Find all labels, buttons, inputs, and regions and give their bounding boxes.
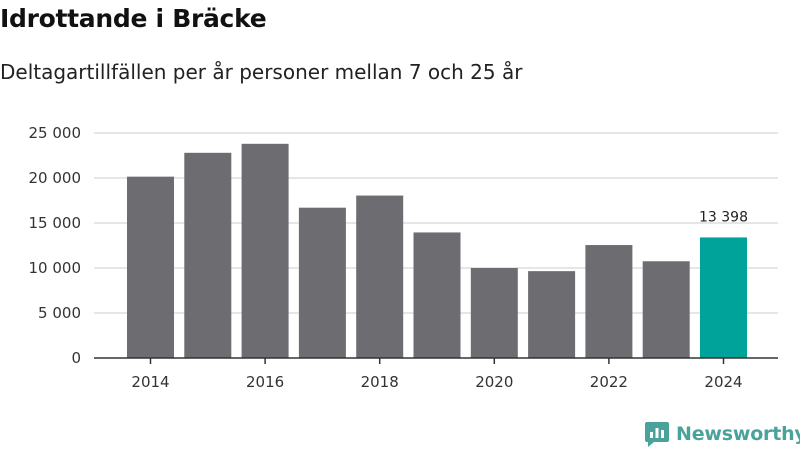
bar-2016 <box>241 143 289 358</box>
y-tick-label: 20 000 <box>29 169 82 187</box>
bar-2015 <box>184 152 232 358</box>
y-tick-label: 15 000 <box>29 214 82 232</box>
x-tick-label: 2016 <box>246 373 284 391</box>
bar-2023 <box>642 261 690 358</box>
data-label: 13 398 <box>699 209 748 225</box>
bar-2020 <box>470 268 518 358</box>
bar-2024 <box>700 237 747 358</box>
x-tick-label: 2014 <box>131 373 169 391</box>
bar-2017 <box>298 207 346 358</box>
bar-2022 <box>585 245 633 358</box>
x-tick-label: 2018 <box>361 373 399 391</box>
bar-2019 <box>413 232 461 358</box>
y-tick-label: 25 000 <box>29 124 82 142</box>
bar-2014 <box>127 176 174 358</box>
x-tick-label: 2022 <box>590 373 628 391</box>
x-tick-label: 2020 <box>475 373 513 391</box>
y-tick-label: 0 <box>71 349 81 367</box>
brand-name: Newsworthy <box>676 423 800 445</box>
chart-title: Idrottande i Bräcke <box>0 4 267 33</box>
chart-subtitle: Deltagartillfällen per år personer mella… <box>0 60 523 84</box>
y-tick-label: 5 000 <box>38 304 81 322</box>
bar-2018 <box>356 195 404 358</box>
x-tick-label: 2024 <box>704 373 742 391</box>
bar-2021 <box>528 271 576 358</box>
newsworthy-logo-icon <box>645 422 669 447</box>
brand-logo: Newsworthy <box>644 420 800 448</box>
y-tick-label: 10 000 <box>29 259 82 277</box>
